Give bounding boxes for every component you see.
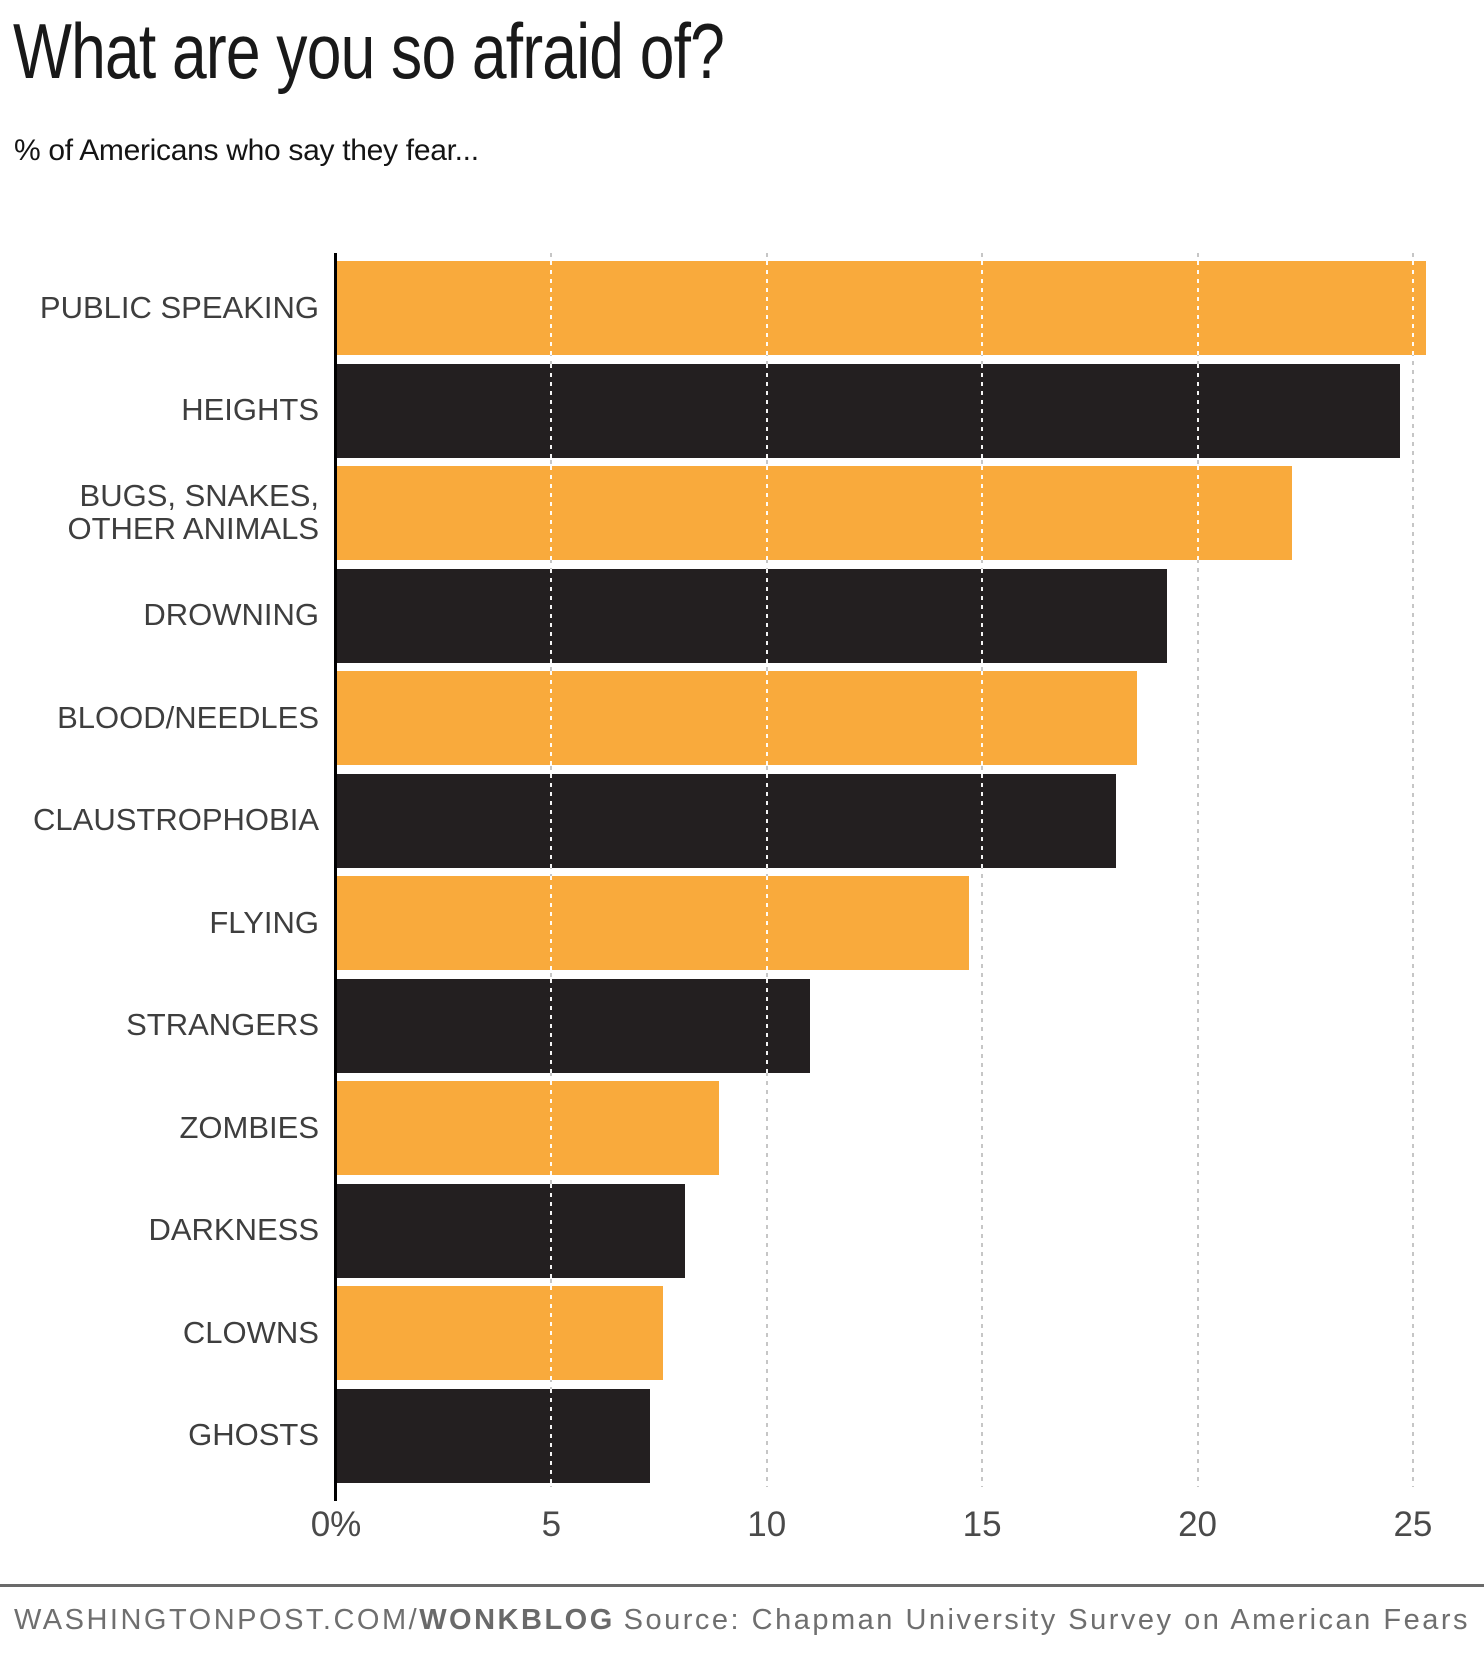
bar xyxy=(336,876,970,970)
footer-site-domain: WASHINGTONPOST.COM/ xyxy=(14,1604,420,1636)
grid-line-5 xyxy=(550,253,553,1487)
grid-line-15 xyxy=(981,253,984,1487)
bar-label: STRANGERS xyxy=(126,1007,319,1043)
footer-rule xyxy=(0,1584,1484,1587)
bar-row: BUGS, SNAKES, OTHER ANIMALS xyxy=(0,466,1484,560)
bar-label: BLOOD/NEEDLES xyxy=(57,699,319,735)
grid-line-overlay xyxy=(550,1081,553,1175)
grid-line-overlay xyxy=(1196,363,1199,458)
grid-line-overlay xyxy=(765,978,768,1073)
bar-label: HEIGHTS xyxy=(181,392,319,428)
grid-line-overlay xyxy=(981,466,984,560)
footer-source: Source: Chapman University Survey on Ame… xyxy=(623,1604,1470,1636)
grid-line-overlay xyxy=(550,876,553,970)
bar-label: ZOMBIES xyxy=(179,1109,319,1145)
bar xyxy=(336,671,1138,765)
footer-site-blog: WONKBLOG xyxy=(419,1604,615,1636)
grid-line-overlay xyxy=(765,363,768,458)
x-tick-label: 10 xyxy=(747,1505,787,1544)
grid-line-overlay xyxy=(550,1388,553,1483)
bar-label: FLYING xyxy=(209,904,319,940)
grid-line-overlay xyxy=(550,466,553,560)
grid-line-overlay xyxy=(765,876,768,970)
grid-line-overlay xyxy=(765,261,768,355)
x-tick-label: 15 xyxy=(962,1505,1002,1544)
bar xyxy=(336,1081,720,1175)
bar-label: CLOWNS xyxy=(182,1314,319,1350)
bar-label: CLAUSTROPHOBIA xyxy=(33,802,319,838)
bar xyxy=(336,978,810,1073)
grid-line-overlay xyxy=(550,261,553,355)
bar-row: PUBLIC SPEAKING xyxy=(0,261,1484,355)
y-axis-line xyxy=(334,253,337,1501)
grid-line-10 xyxy=(765,253,768,1487)
grid-line-20 xyxy=(1196,253,1199,1487)
bar-row: STRANGERS xyxy=(0,978,1484,1073)
x-tick-label: 0% xyxy=(310,1505,362,1544)
bar xyxy=(336,466,1293,560)
bar-label: BUGS, SNAKES, OTHER ANIMALS xyxy=(67,478,320,546)
grid-line-overlay xyxy=(765,773,768,868)
grid-line-overlay xyxy=(981,671,984,765)
bar-label: DROWNING xyxy=(143,597,319,633)
grid-line-overlay xyxy=(981,568,984,663)
grid-line-overlay xyxy=(981,261,984,355)
x-tick-label: 5 xyxy=(541,1505,562,1544)
bar-row: ZOMBIES xyxy=(0,1081,1484,1175)
grid-line-overlay xyxy=(981,363,984,458)
bar xyxy=(336,363,1400,458)
grid-line-overlay xyxy=(550,773,553,868)
x-tick-label: 20 xyxy=(1178,1505,1217,1544)
grid-line-25 xyxy=(1411,253,1414,1487)
grid-line-overlay xyxy=(550,671,553,765)
bar-row: CLOWNS xyxy=(0,1286,1484,1380)
bar-label: DARKNESS xyxy=(148,1212,319,1248)
bar-row: FLYING xyxy=(0,876,1484,970)
bar-row: GHOSTS xyxy=(0,1388,1484,1483)
grid-line-overlay xyxy=(550,363,553,458)
bar xyxy=(336,1183,685,1278)
bar xyxy=(336,1388,651,1483)
bar-row: DROWNING xyxy=(0,568,1484,663)
grid-line-overlay xyxy=(765,568,768,663)
bar-rows: PUBLIC SPEAKING HEIGHTS BUGS, SNAKES, OTHER… xyxy=(0,261,1484,1483)
page-title: What are you so afraid of? xyxy=(13,7,725,95)
grid-line-overlay xyxy=(765,671,768,765)
grid-line-overlay xyxy=(1411,261,1414,355)
fear-bar-chart: PUBLIC SPEAKING HEIGHTS BUGS, SNAKES, OTHER… xyxy=(0,253,1484,1553)
bar xyxy=(336,261,1426,355)
grid-line-overlay xyxy=(981,773,984,868)
bar-label: PUBLIC SPEAKING xyxy=(39,289,319,325)
bar-row: BLOOD/NEEDLES xyxy=(0,671,1484,765)
bar-row: HEIGHTS xyxy=(0,363,1484,458)
bar-row: CLAUSTROPHOBIA xyxy=(0,773,1484,868)
footer-site: WASHINGTONPOST.COM/WONKBLOG xyxy=(14,1604,615,1637)
bar xyxy=(336,1286,664,1380)
grid-line-overlay xyxy=(550,568,553,663)
grid-line-overlay xyxy=(550,1183,553,1278)
footer: WASHINGTONPOST.COM/WONKBLOG Source: Chap… xyxy=(14,1604,1470,1637)
grid-line-overlay xyxy=(1196,261,1199,355)
x-tick-label: 25 xyxy=(1393,1505,1433,1544)
bar xyxy=(336,568,1168,663)
bar-row: DARKNESS xyxy=(0,1183,1484,1278)
bar-label: GHOSTS xyxy=(188,1417,319,1453)
grid-line-overlay xyxy=(1196,466,1199,560)
grid-line-overlay xyxy=(550,1286,553,1380)
bar xyxy=(336,773,1116,868)
page-subtitle: % of Americans who say they fear... xyxy=(14,134,479,167)
grid-line-overlay xyxy=(765,466,768,560)
grid-line-overlay xyxy=(550,978,553,1073)
